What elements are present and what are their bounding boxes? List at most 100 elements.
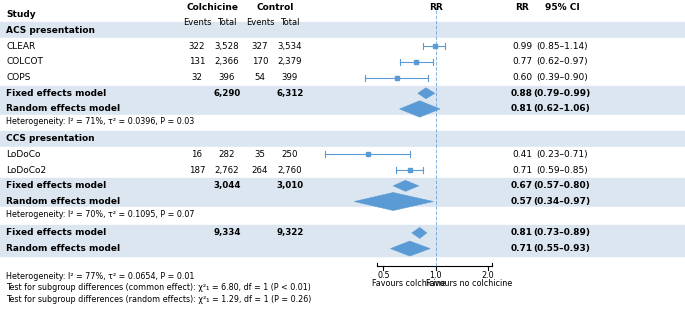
Text: 282: 282	[219, 150, 235, 159]
Text: Control: Control	[256, 3, 294, 12]
Text: 6,312: 6,312	[276, 89, 303, 98]
Polygon shape	[393, 180, 419, 191]
Text: 0.88: 0.88	[511, 89, 533, 98]
Text: ACS presentation: ACS presentation	[6, 26, 95, 35]
Bar	[0, 147, 685, 162]
Text: 2,379: 2,379	[277, 57, 302, 66]
Text: 2,760: 2,760	[277, 166, 302, 175]
Text: Random effects model: Random effects model	[6, 104, 120, 113]
Bar	[0, 22, 685, 39]
Text: 16: 16	[192, 150, 203, 159]
Text: CLEAR: CLEAR	[6, 42, 35, 51]
Text: 0.57: 0.57	[511, 197, 533, 206]
Text: Fixed effects model: Fixed effects model	[6, 181, 106, 190]
Text: 0.81: 0.81	[511, 228, 533, 237]
Text: (0.23–0.71): (0.23–0.71)	[536, 150, 588, 159]
Text: Random effects model: Random effects model	[6, 244, 120, 253]
Text: COPS: COPS	[6, 73, 30, 82]
Text: 399: 399	[282, 73, 298, 82]
Text: 9,334: 9,334	[213, 228, 240, 237]
Text: Events: Events	[183, 18, 211, 27]
Text: Heterogeneity: I² = 71%, τ² = 0.0396, P = 0.03: Heterogeneity: I² = 71%, τ² = 0.0396, P …	[6, 117, 195, 126]
Text: 9,322: 9,322	[276, 228, 303, 237]
Text: 35: 35	[255, 150, 266, 159]
Polygon shape	[412, 228, 427, 238]
Polygon shape	[354, 193, 434, 210]
Text: (0.62–1.06): (0.62–1.06)	[534, 104, 590, 113]
Text: 170: 170	[252, 57, 269, 66]
Text: 250: 250	[282, 150, 298, 159]
Text: (0.85–1.14): (0.85–1.14)	[536, 42, 588, 51]
Text: 3,044: 3,044	[213, 181, 240, 190]
Text: 0.5: 0.5	[377, 271, 390, 280]
Text: 2.0: 2.0	[482, 271, 494, 280]
Text: 322: 322	[189, 42, 205, 51]
Text: 0.60: 0.60	[512, 73, 532, 82]
Bar	[0, 54, 685, 70]
Bar	[0, 6, 685, 23]
Text: 6,290: 6,290	[213, 89, 240, 98]
Text: RR: RR	[515, 3, 529, 12]
Text: (0.73–0.89): (0.73–0.89)	[534, 228, 590, 237]
Text: Random effects model: Random effects model	[6, 197, 120, 206]
Text: LoDoCo2: LoDoCo2	[6, 166, 46, 175]
Text: CCS presentation: CCS presentation	[6, 134, 95, 143]
Text: (0.55–0.93): (0.55–0.93)	[534, 244, 590, 253]
Bar	[0, 115, 685, 128]
Text: 0.41: 0.41	[512, 150, 532, 159]
Bar	[0, 225, 685, 241]
Text: 3,528: 3,528	[214, 42, 239, 51]
Bar	[0, 207, 685, 221]
Text: 2,366: 2,366	[214, 57, 239, 66]
Bar	[0, 86, 685, 101]
Bar	[0, 162, 685, 178]
Text: Fixed effects model: Fixed effects model	[6, 228, 106, 237]
Bar	[0, 241, 685, 256]
Text: COLCOT: COLCOT	[6, 57, 43, 66]
Text: 0.71: 0.71	[511, 244, 533, 253]
Text: 2,762: 2,762	[214, 166, 239, 175]
Text: (0.39–0.90): (0.39–0.90)	[536, 73, 588, 82]
Bar	[0, 213, 685, 235]
Text: 54: 54	[255, 73, 266, 82]
Text: 264: 264	[252, 166, 269, 175]
Text: Favours colchicine: Favours colchicine	[372, 279, 445, 288]
Text: 3,534: 3,534	[277, 42, 302, 51]
Text: 187: 187	[189, 166, 205, 175]
Text: 396: 396	[219, 73, 235, 82]
Text: (0.79–0.99): (0.79–0.99)	[534, 89, 590, 98]
Text: Favours no colchicine: Favours no colchicine	[425, 279, 512, 288]
Text: Fixed effects model: Fixed effects model	[6, 89, 106, 98]
Polygon shape	[418, 88, 435, 99]
Text: (0.34–0.97): (0.34–0.97)	[534, 197, 590, 206]
Text: 0.67: 0.67	[511, 181, 533, 190]
Text: 131: 131	[189, 57, 205, 66]
Text: (0.62–0.97): (0.62–0.97)	[536, 57, 588, 66]
Text: 0.71: 0.71	[512, 166, 532, 175]
Text: 32: 32	[192, 73, 203, 82]
Text: 327: 327	[252, 42, 269, 51]
Text: 0.81: 0.81	[511, 104, 533, 113]
Text: Test for subgroup differences (common effect): χ²₁ = 6.80, df = 1 (P < 0.01): Test for subgroup differences (common ef…	[6, 284, 311, 293]
Text: 0.77: 0.77	[512, 57, 532, 66]
Polygon shape	[399, 101, 440, 117]
Text: RR: RR	[429, 3, 443, 12]
Bar	[0, 131, 685, 147]
Text: (0.57–0.80): (0.57–0.80)	[534, 181, 590, 190]
Text: Events: Events	[246, 18, 274, 27]
Text: LoDoCo: LoDoCo	[6, 150, 40, 159]
Bar	[0, 120, 685, 142]
Text: (0.59–0.85): (0.59–0.85)	[536, 166, 588, 175]
Text: 1.0: 1.0	[429, 271, 442, 280]
Text: Test for subgroup differences (random effects): χ²₁ = 1.29, df = 1 (P = 0.26): Test for subgroup differences (random ef…	[6, 295, 312, 304]
Text: 95% CI: 95% CI	[545, 3, 580, 12]
Bar	[0, 70, 685, 85]
Text: Heterogeneity: I² = 70%, τ² = 0.1095, P = 0.07: Heterogeneity: I² = 70%, τ² = 0.1095, P …	[6, 210, 195, 219]
Text: Study: Study	[6, 10, 36, 19]
Text: Total: Total	[280, 18, 300, 27]
Text: Colchicine: Colchicine	[186, 3, 238, 12]
Bar	[0, 38, 685, 54]
Text: Total: Total	[217, 18, 237, 27]
Bar	[0, 194, 685, 209]
Text: 3,010: 3,010	[277, 181, 303, 190]
